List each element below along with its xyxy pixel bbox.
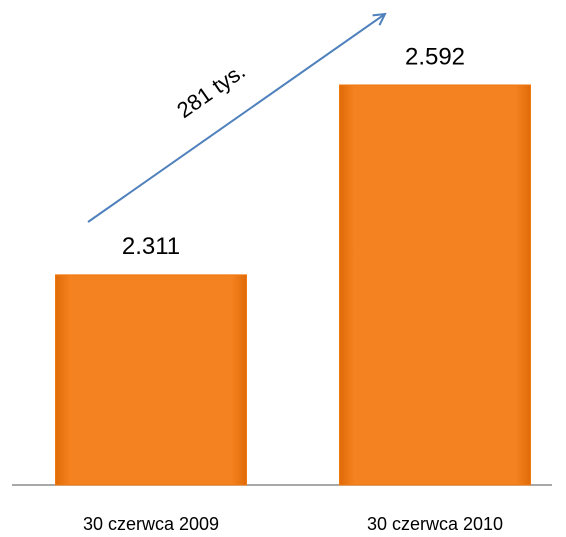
bar (339, 84, 531, 486)
x-tick-label: 30 czerwca 2010 (367, 514, 503, 534)
value-label: 2.311 (122, 233, 180, 260)
value-label: 2.592 (405, 43, 465, 70)
annotation: 281 tys. (172, 58, 249, 123)
arrow (87, 14, 385, 223)
x-tick-label: 30 czerwca 2009 (83, 514, 219, 534)
bar (55, 274, 247, 486)
